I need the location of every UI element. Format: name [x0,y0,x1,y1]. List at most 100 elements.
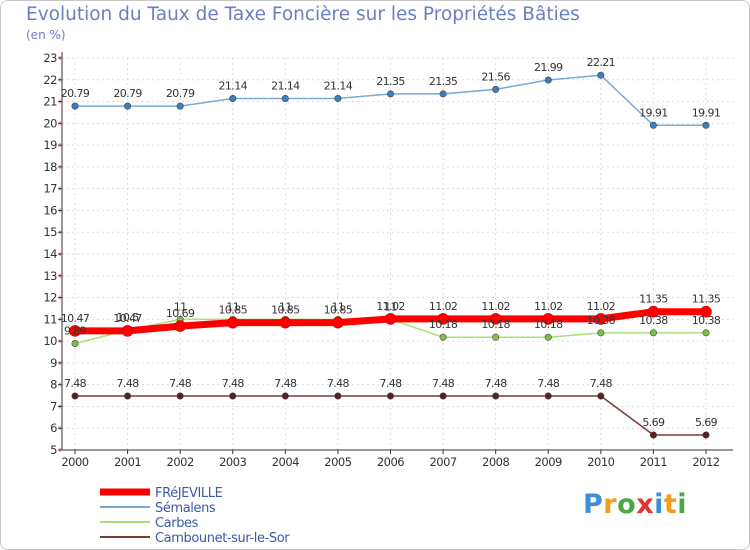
data-label: 10.38 [587,314,616,327]
data-label: 11 [384,300,397,313]
data-label: 10.18 [429,318,458,331]
data-point [702,121,710,129]
data-label: 10.38 [692,314,721,327]
data-point [597,392,605,400]
data-label: 7.48 [222,377,245,390]
data-label: 21.14 [219,80,248,93]
y-tick-label: 15 [43,225,57,239]
data-point [386,90,394,98]
data-point [226,316,239,329]
data-point [279,316,292,329]
x-tick-label: 2006 [377,455,404,469]
data-point [649,431,657,439]
y-tick-label: 10 [43,334,57,348]
legend-label: Cambounet-sur-le-Sor [155,531,290,546]
data-point [229,392,237,400]
data-label: 10.18 [481,318,510,331]
data-label: 10.38 [639,314,668,327]
data-label: 7.48 [117,377,140,390]
y-tick-label: 18 [43,160,57,174]
y-tick-label: 19 [43,138,57,152]
chart-title: Evolution du Taux de Taxe Foncière sur l… [26,4,580,25]
data-point [492,333,500,341]
data-point [544,333,552,341]
data-label: 10.18 [534,318,563,331]
data-point [542,313,555,325]
data-point [492,392,500,400]
data-point [492,85,500,93]
data-point [439,90,447,98]
data-label: 11.35 [692,293,721,306]
data-point [281,392,289,400]
data-label: 10.69 [166,307,195,320]
data-label: 10.85 [271,304,300,317]
x-tick-label: 2011 [640,455,667,469]
data-label: 10.85 [324,304,353,317]
data-point [595,313,607,325]
data-label: 11 [226,300,239,313]
data-label: 7.48 [485,377,508,390]
data-label: 11.02 [481,300,510,313]
data-label: 21.56 [481,70,510,83]
data-label: 7.48 [169,377,192,390]
data-label: 7.48 [537,377,560,390]
data-point [176,392,184,400]
x-tick-label: 2002 [167,455,194,469]
data-point [71,392,79,400]
data-label: 11.35 [639,293,668,306]
data-label: 11.02 [429,300,458,313]
y-tick-label: 11 [43,312,57,326]
x-tick-label: 2008 [482,455,509,469]
data-point [176,102,184,110]
x-tick-label: 2010 [587,455,614,469]
legend-label: Sémalens [155,501,216,516]
data-point [71,340,79,348]
y-tick-label: 17 [43,182,57,196]
data-label: 11 [279,300,292,313]
y-tick-label: 22 [43,73,57,87]
data-label: 5.69 [695,416,718,429]
data-label: 9.89 [64,325,87,338]
proxiti-logo: Proxiti [583,489,687,520]
logo-letter: r [603,489,618,520]
y-tick-label: 20 [43,116,57,130]
logo-letter: P [583,489,604,520]
logo-letter: i [677,489,688,520]
data-label: 21.14 [324,80,353,93]
data-label: 19.91 [692,106,721,119]
x-tick-label: 2000 [61,455,88,469]
data-label: 11.02 [587,300,616,313]
data-point [649,329,657,337]
data-label: 10.85 [219,304,248,317]
y-tick-label: 13 [43,269,57,283]
legend-label: FRéJEVILLE [155,486,223,501]
y-tick-label: 9 [50,356,57,370]
y-tick-label: 7 [50,399,57,413]
data-label: 21.35 [376,75,405,88]
data-point [332,316,344,329]
data-point [386,392,394,400]
x-tick-label: 2009 [535,455,562,469]
unit-label: (en %) [26,28,66,42]
x-tick-label: 2004 [272,455,299,469]
data-point [439,333,447,341]
x-tick-label: 2007 [429,455,456,469]
y-tick-label: 16 [43,203,57,217]
data-label: 11 [174,300,187,313]
data-label: 21.14 [271,80,300,93]
y-tick-label: 12 [43,291,57,305]
data-point [384,313,397,325]
data-label: 7.48 [64,377,87,390]
data-label: 20.79 [61,87,90,100]
data-point [544,392,552,400]
x-tick-label: 2012 [692,455,719,469]
data-point [437,313,449,325]
data-label: 11.02 [534,300,563,313]
data-label: 10.5 [117,311,140,324]
data-point [69,325,81,337]
data-point [71,102,79,110]
data-label: 7.48 [274,377,297,390]
data-label: 10.47 [113,312,142,325]
data-point [334,95,342,103]
data-label: 19.91 [639,106,668,119]
